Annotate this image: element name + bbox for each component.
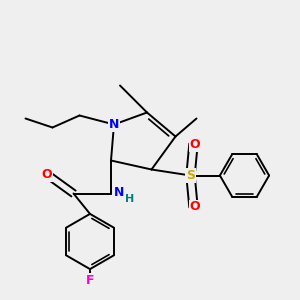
Text: H: H <box>125 194 134 204</box>
Text: O: O <box>41 167 52 181</box>
Text: O: O <box>190 200 200 214</box>
Text: S: S <box>186 169 195 182</box>
Text: N: N <box>114 185 124 199</box>
Text: N: N <box>109 118 119 131</box>
Text: F: F <box>86 274 94 287</box>
Text: O: O <box>190 137 200 151</box>
